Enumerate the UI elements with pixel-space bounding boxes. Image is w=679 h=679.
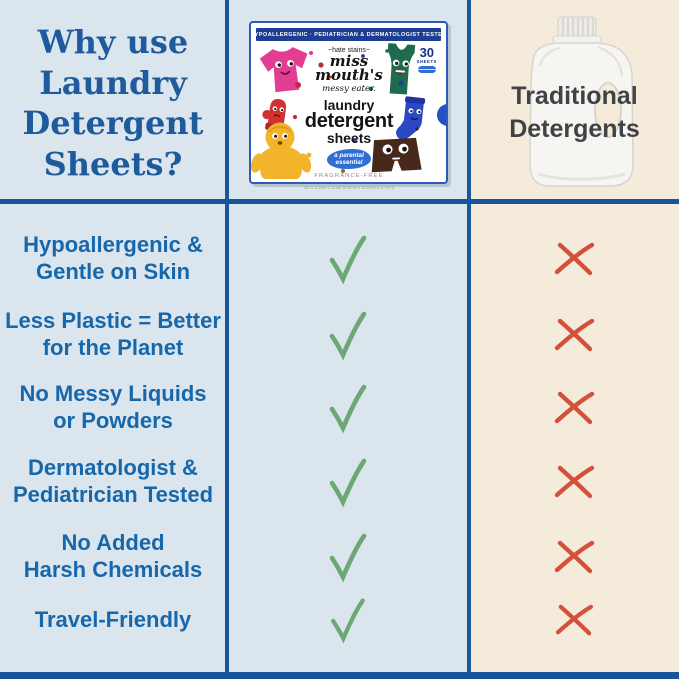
tagline: ~hate stains~ [327,47,371,54]
row-label: Less Plastic = Better for the Planet [5,308,221,360]
sheet-count: 30 [419,45,435,60]
count-pill-badge [417,66,436,73]
comparison-row: No Added Harsh Chemicals [0,521,679,593]
green-tank-character [387,43,416,95]
comparison-row: Less Plastic = Better for the Planet [0,299,679,371]
brand-name-line2: mouth's [315,66,383,85]
brown-shorts-character [371,137,422,173]
comparison-row: Dermatologist & Pediatrician Tested [0,446,679,518]
check-icon [329,533,367,583]
check-icon [329,384,367,434]
cross-icon [554,242,594,276]
parental-essential-badge: a parental essential [327,148,371,169]
product-name-line3: sheets [326,129,372,146]
row-label: No Added Harsh Chemicals [23,530,203,582]
row-label: No Messy Liquids or Powders [19,381,207,433]
product-box-banner: HYPOALLERGENIC · PEDIATRICIAN & DERMATOL… [256,28,441,41]
check-icon [329,458,367,508]
row-label: Travel-Friendly [34,606,192,632]
row-label: Hypoallergenic & Gentle on Skin [23,232,203,284]
column-divider-right [467,0,471,679]
comparison-row: Travel-Friendly [0,584,679,656]
comparison-row: No Messy Liquids or Powders [0,372,679,444]
header-divider-line [0,199,679,204]
check-icon [329,311,367,361]
column-divider-left [225,0,229,679]
brand-name-line3: messy eater. [322,83,376,94]
dimensions-label: 1in x 4.25in x 6.3in (9.8cm x 10.8cm x 0… [303,184,395,190]
cross-icon [554,465,594,499]
product-box-text: ~hate stains~ miss mouth's messy eater. … [299,44,399,190]
red-mitten-character [262,99,287,132]
confetti-dots [292,49,446,173]
yellow-raincoat-character [250,122,312,179]
cross-icon [554,318,594,352]
check-icon [329,235,367,285]
product-box: HYPOALLERGENIC · PEDIATRICIAN & DERMATOL… [249,21,448,190]
sheet-count-unit: SHEETS [416,59,437,64]
detergent-jug-illustration [529,16,634,187]
product-name-line2: detergent [304,109,394,132]
sheet-count-block: 30 SHEETS [417,46,437,73]
product-name-line1: laundry [323,96,375,113]
fragrance-free-label: FRAGRANCE-FREE [314,172,384,179]
cross-icon [554,540,594,574]
row-label: Dermatologist & Pediatrician Tested [12,455,214,507]
traditional-detergents-label: Traditional Detergents [509,82,640,143]
brand-name-line1: miss [329,52,369,70]
bottom-border-line [0,672,679,679]
cross-icon [554,391,594,425]
cross-icon [555,604,593,636]
comparison-row: Hypoallergenic & Gentle on Skin [0,223,679,295]
pink-tshirt-character [259,47,308,93]
page-title: Why use Laundry Detergent Sheets? [22,23,204,183]
check-icon [331,598,365,644]
